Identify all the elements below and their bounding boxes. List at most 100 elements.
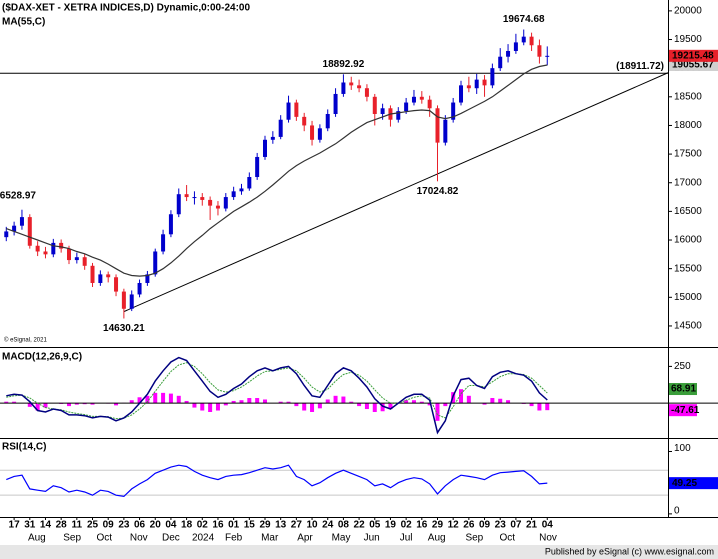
macd-histogram-bar xyxy=(294,403,299,407)
candle-body xyxy=(239,188,244,192)
rsi-title: RSI(14,C) xyxy=(2,442,46,453)
candle-body xyxy=(341,82,346,94)
y-tick-label: 17000 xyxy=(674,177,702,188)
macd-histogram-bar xyxy=(317,403,322,409)
macd-histogram-bar xyxy=(341,396,346,404)
candle-body xyxy=(231,191,236,198)
macd-histogram-bar xyxy=(153,392,158,404)
candle-body xyxy=(411,96,416,103)
candle-body xyxy=(74,257,79,261)
macd-histogram-bar xyxy=(302,403,307,411)
candle-body xyxy=(215,205,220,209)
macd-histogram-bar xyxy=(498,398,503,404)
candle-body xyxy=(333,93,338,114)
x-tick-label: 17 xyxy=(9,520,21,531)
plot xyxy=(0,29,718,498)
x-tick-label: 20 xyxy=(150,520,162,531)
candle-body xyxy=(121,291,126,309)
price-annotation: 14630.21 xyxy=(103,323,145,334)
y-tick-label: 14500 xyxy=(674,321,702,332)
candle-body xyxy=(82,257,87,266)
x-tick-label: 05 xyxy=(369,520,381,531)
candle-body xyxy=(12,225,17,232)
macd-histogram-bar xyxy=(231,400,236,404)
ma-legend: MA(55,C) xyxy=(2,17,45,28)
x-tick-label: 23 xyxy=(118,520,130,531)
candle-body xyxy=(129,294,134,309)
macd-histogram-bar xyxy=(490,398,495,404)
macd-histogram-bar xyxy=(137,397,142,404)
month-label: Jun xyxy=(364,533,380,544)
y-tick-label: 16500 xyxy=(674,206,702,217)
macd-tick-label: 250 xyxy=(674,361,691,372)
macd-histogram-bar xyxy=(545,403,550,411)
y-tick-label: 18000 xyxy=(674,120,702,131)
y-tick-label: 19500 xyxy=(674,34,702,45)
month-label: Sep xyxy=(465,533,483,544)
macd-histogram-bar xyxy=(129,400,134,404)
candle-body xyxy=(145,274,150,283)
macd-histogram-bar xyxy=(349,401,354,404)
candle-body xyxy=(90,265,95,283)
macd-histogram-bar xyxy=(74,403,79,405)
month-label: Sep xyxy=(63,533,81,544)
x-tick-label: 04 xyxy=(165,520,177,531)
macd-histogram-bar xyxy=(90,403,95,405)
macd-histogram-bar xyxy=(466,395,471,404)
x-tick-label: 16 xyxy=(212,520,224,531)
y-tick-label: 16000 xyxy=(674,235,702,246)
y-tick-label: 20000 xyxy=(674,6,702,17)
candle-body xyxy=(51,242,56,255)
month-label: Nov xyxy=(539,533,557,544)
macd-histogram-bar xyxy=(364,403,369,410)
macd-histogram-bar xyxy=(192,403,197,408)
month-label: Oct xyxy=(96,533,112,544)
candle-body xyxy=(19,217,24,226)
x-tick-label: 16 xyxy=(416,520,428,531)
close-last-label: 19215.48 xyxy=(672,50,714,61)
month-label: Aug xyxy=(428,533,446,544)
month-label: Aug xyxy=(28,533,46,544)
candle-body xyxy=(59,242,64,249)
macd-histogram-bar xyxy=(380,403,385,412)
candle-body xyxy=(545,55,550,57)
candle-body xyxy=(161,234,166,252)
x-tick-label: 15 xyxy=(244,520,256,531)
x-tick-label: 24 xyxy=(322,520,334,531)
candle-body xyxy=(223,197,228,209)
level-label: (18911.72) xyxy=(616,61,664,72)
macd-histogram-bar xyxy=(357,403,362,407)
rsi-tick-label: 0 xyxy=(674,506,680,517)
candle-body xyxy=(325,113,330,129)
candle-body xyxy=(255,156,260,178)
ma-last-label: 19055.67 xyxy=(672,60,714,71)
candle-body xyxy=(404,102,409,112)
candle-body xyxy=(4,231,9,238)
candle-body xyxy=(137,282,142,295)
price-annotation: 17024.82 xyxy=(417,186,459,197)
candle-body xyxy=(364,88,369,97)
macd-histogram-bar xyxy=(66,403,71,407)
candle-body xyxy=(278,119,283,137)
month-label: Mar xyxy=(261,533,279,544)
candle-body xyxy=(521,36,526,43)
macd-histogram-bar xyxy=(4,401,9,404)
macd-histogram-bar xyxy=(427,403,432,406)
x-tick-label: 19 xyxy=(385,520,397,531)
macd-histogram-bar xyxy=(43,403,48,408)
month-label: May xyxy=(332,533,351,544)
x-tick-label: 28 xyxy=(56,520,68,531)
candle-body xyxy=(176,194,181,215)
signal-last-label-box xyxy=(669,383,697,396)
x-tick-label: 13 xyxy=(275,520,287,531)
candle-body xyxy=(317,128,322,140)
x-tick-label: 21 xyxy=(526,520,538,531)
signal-last-label: 68.91 xyxy=(671,384,696,395)
x-tick-label: 11 xyxy=(72,520,83,531)
chart-title: ($DAX-XET - XETRA INDICES,D) Dynamic,0:0… xyxy=(2,3,250,14)
month-label: Nov xyxy=(130,533,148,544)
macd-histogram-bar xyxy=(286,401,291,404)
macd-histogram-bar xyxy=(223,403,228,406)
macd-histogram-bar xyxy=(263,399,268,404)
candle-body xyxy=(459,85,464,103)
